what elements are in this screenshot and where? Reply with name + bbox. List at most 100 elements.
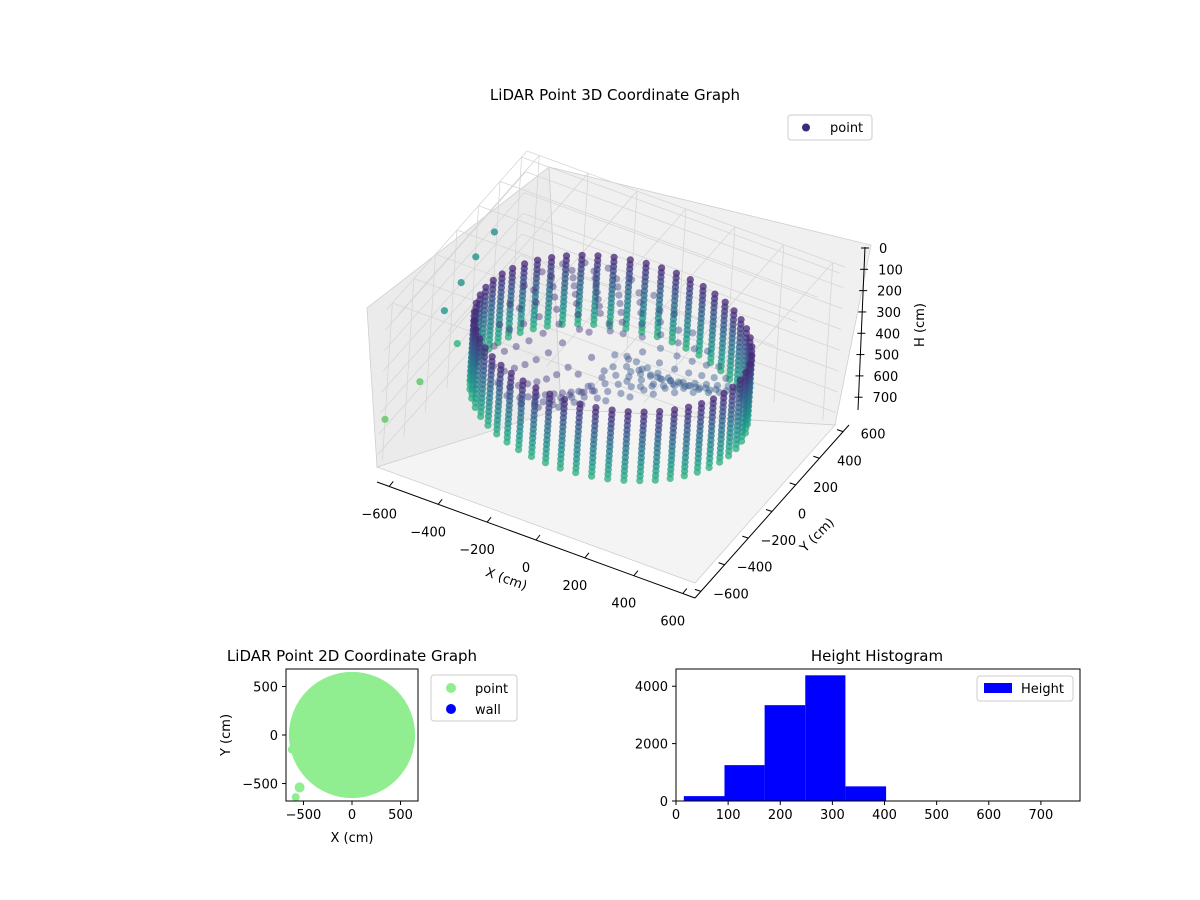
point-3d-794 <box>705 464 713 472</box>
z-tick-label-3d-4: 400 <box>875 327 900 342</box>
y-tick-3d-6 <box>694 588 702 592</box>
y-tick-label-3d-0: 600 <box>861 428 886 443</box>
point-3d-477 <box>606 327 614 335</box>
point-3d-529 <box>691 383 700 391</box>
point-3d-382 <box>618 318 626 326</box>
histogram-x-tick-label-0: 0 <box>672 808 680 823</box>
point-3d-526 <box>681 382 689 390</box>
legend-2d-label-wall: wall <box>475 703 501 718</box>
point-3d-32 <box>606 322 614 330</box>
point-3d-213 <box>707 359 715 367</box>
point-3d-433 <box>638 365 646 373</box>
point-3d-762 <box>649 380 658 388</box>
point-3d-144 <box>682 344 690 352</box>
grid-left-y-2 <box>425 254 436 413</box>
grid-floor-x-6 <box>692 262 834 421</box>
grid-floor-y-5 <box>499 181 819 298</box>
point-3d-483 <box>623 377 631 385</box>
x-tick-3d-5 <box>633 570 639 577</box>
grid-left-h-4 <box>381 233 523 393</box>
point-3d-668 <box>674 378 683 386</box>
point-3d-177 <box>695 351 703 359</box>
point-3d-303 <box>570 282 578 290</box>
point-3d-340 <box>530 286 538 294</box>
point-3d-488 <box>660 382 668 390</box>
point-3d-386 <box>457 279 465 287</box>
point-3d-615 <box>686 382 694 390</box>
point-3d-298 <box>674 339 682 347</box>
point-3d-259 <box>615 291 623 299</box>
point-3d-257 <box>675 326 683 334</box>
point-3d-859 <box>503 438 511 446</box>
grid-left-h-2 <box>384 192 525 351</box>
y-axis-label-2d: Y (cm) <box>219 714 234 757</box>
point-3d-712 <box>647 371 655 379</box>
point-3d-254 <box>689 329 697 337</box>
point-3d-385 <box>573 300 581 308</box>
point-3d-533 <box>702 384 710 392</box>
point-3d-391 <box>685 369 693 377</box>
point-3d-440 <box>679 378 687 386</box>
point-3d-478 <box>505 326 514 334</box>
point-3d-718 <box>669 380 677 388</box>
point-3d-438 <box>667 376 675 385</box>
x-tick-label-3d-5: 400 <box>611 597 636 612</box>
point-3d-571 <box>521 361 529 369</box>
point-3d-474 <box>496 321 504 329</box>
y-tick-label-3d-6: −600 <box>713 587 749 602</box>
point-3d-757 <box>601 380 609 388</box>
point-2d-outlier-1 <box>287 745 296 754</box>
legend-2d[interactable]: point wall <box>430 674 518 722</box>
plot-2d <box>287 671 416 801</box>
point-3d-256 <box>591 274 599 282</box>
point-3d-300 <box>657 331 665 339</box>
point-3d-575 <box>656 375 664 383</box>
point-3d-836 <box>604 387 612 396</box>
point-3d-842 <box>617 389 625 398</box>
y-tick-label-3d-1: 400 <box>837 454 862 469</box>
point-3d-875 <box>680 472 688 480</box>
point-3d-527 <box>564 363 572 371</box>
y-tick-label-2d-0: 500 <box>253 680 278 695</box>
point-3d-753 <box>716 458 724 466</box>
grid-floor-y-4 <box>478 205 797 323</box>
point-3d-878 <box>626 393 634 401</box>
point-3d-574 <box>588 387 597 395</box>
chart-2d-title: LiDAR Point 2D Coordinate Graph <box>227 647 477 665</box>
z-ticks-3d: 0 100 200 300 400 500 600 700 <box>854 242 903 406</box>
histogram-x-tick-label-7: 700 <box>1028 808 1053 823</box>
point-3d-532 <box>500 347 508 355</box>
point-3d-669 <box>575 387 583 395</box>
histogram-y-tick-label-0: 0 <box>660 795 668 810</box>
point-2d-outlier-0 <box>294 782 305 793</box>
grid-back-h-4 <box>521 233 840 351</box>
point-3d-348 <box>702 361 711 369</box>
point-3d-128 <box>558 320 566 329</box>
legend-3d[interactable]: point <box>787 114 873 141</box>
point-3d-341 <box>656 344 665 352</box>
point-3d-251 <box>717 367 725 375</box>
x-tick-label-3d-2: −200 <box>459 543 495 558</box>
point-3d-835 <box>693 468 701 476</box>
x-tick-label-3d-1: −400 <box>410 525 446 540</box>
point-3d-431 <box>574 311 582 319</box>
point-3d-755 <box>680 384 688 392</box>
point-3d-295 <box>592 281 600 289</box>
point-3d-1024 <box>572 469 580 477</box>
point-3d-48 <box>638 328 646 336</box>
histogram-bar-2 <box>764 705 806 801</box>
grid-floor-y-6 <box>521 156 840 274</box>
chart-3d: LiDAR Point 3D Coordinate Graph −600 −400… <box>361 86 928 630</box>
point-3d-796 <box>614 380 622 388</box>
y-tick-label-3d-2: 200 <box>813 481 838 496</box>
grid-3d <box>377 150 846 461</box>
histogram-x-tick-label-3: 300 <box>820 808 845 823</box>
histogram-bar-4 <box>845 786 887 801</box>
legend-2d-label-point: point <box>475 682 508 697</box>
histogram-x-tick-label-5: 500 <box>924 808 949 823</box>
point-3d-349 <box>551 293 559 301</box>
point-3d-819 <box>493 430 501 438</box>
histogram-legend[interactable]: Height <box>976 675 1074 702</box>
point-3d-428 <box>596 309 604 317</box>
